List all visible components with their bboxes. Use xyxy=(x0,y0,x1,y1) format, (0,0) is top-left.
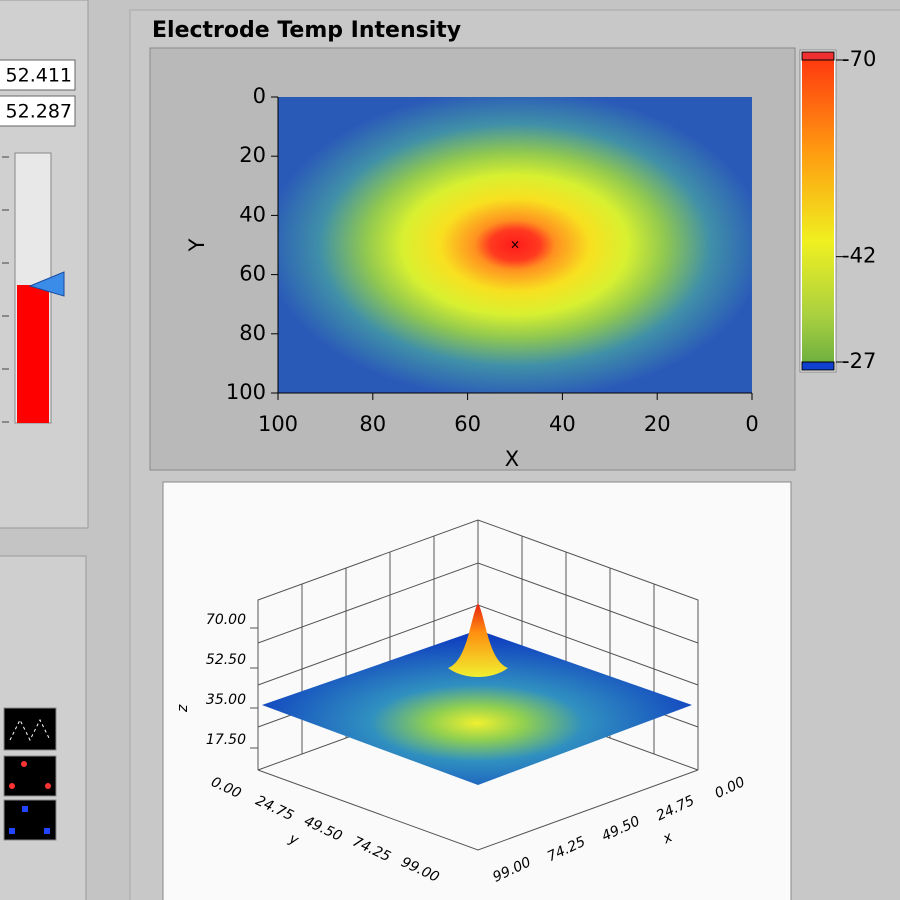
indicator-value: 52.287 xyxy=(6,101,72,123)
color-tick-label: -27 xyxy=(842,349,876,373)
color-tick-label: -42 xyxy=(842,244,876,268)
z-tick-label: 17.50 xyxy=(206,732,246,748)
y-tick-label: 80 xyxy=(239,321,266,345)
graph-title: Electrode Temp Intensity xyxy=(152,18,461,43)
x-tick-label: 20 xyxy=(644,412,671,436)
surface-peak xyxy=(448,603,508,677)
x-tick-label: 40 xyxy=(549,412,576,436)
surface xyxy=(262,630,692,785)
z-tick-label: 52.50 xyxy=(206,652,246,668)
color-cap-high xyxy=(801,51,835,61)
y-axis-label: Y xyxy=(185,238,209,252)
z-axis-label: z xyxy=(175,704,191,713)
y-tick-label: 20 xyxy=(239,143,266,167)
y-tick-label: 40 xyxy=(239,202,266,226)
numeric-indicator xyxy=(0,95,76,127)
y-tick-label: 0 xyxy=(253,84,266,108)
color-tick-label: -70 xyxy=(842,47,876,71)
indicator-value: 52.411 xyxy=(6,65,72,87)
slider-scale xyxy=(2,156,9,423)
z-tick-label: 70.00 xyxy=(206,612,246,628)
slider-pointer[interactable] xyxy=(28,271,65,297)
z-tick-label: 35.00 xyxy=(206,692,246,708)
color-ramp xyxy=(802,60,834,362)
x-tick-label: 80 xyxy=(359,412,386,436)
numeric-indicator xyxy=(0,59,76,91)
color-cap-low xyxy=(801,361,835,371)
x-axis-label: X xyxy=(505,447,519,471)
plot-style-buttons[interactable] xyxy=(3,707,57,841)
x-tick-label: 100 xyxy=(258,412,298,436)
slider-fill[interactable] xyxy=(17,285,49,423)
cursor: × xyxy=(510,238,520,252)
x-tick-label: 0 xyxy=(745,412,758,436)
intensity-map xyxy=(278,97,752,393)
intensity-layer: × xyxy=(278,97,752,393)
y-tick-label: 100 xyxy=(226,380,266,404)
y-tick-label: 60 xyxy=(239,262,266,286)
x-tick-label: 60 xyxy=(454,412,481,436)
